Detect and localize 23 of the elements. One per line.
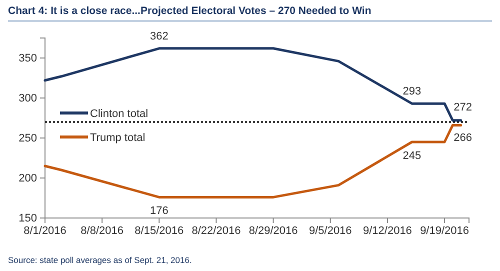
chart-title: Chart 4: It is a close race...Projected Electoral Votes – 270 Needed to Win	[8, 5, 372, 17]
y-tick-label: 200	[18, 172, 37, 185]
x-tick-label: 9/19/2016	[420, 224, 470, 237]
x-tick-label: 9/5/2016	[308, 224, 352, 237]
legend-label: Trump total	[90, 132, 146, 144]
x-tick-label: 8/8/2016	[80, 224, 124, 237]
annotation: 266	[454, 132, 472, 144]
y-tick-label: 300	[18, 92, 37, 105]
x-tick-label: 9/12/2016	[362, 224, 412, 237]
x-tick-label: 8/29/2016	[248, 224, 298, 237]
annotation: 362	[150, 30, 168, 42]
annotation: 245	[402, 150, 422, 162]
annotation: 272	[454, 101, 472, 114]
annotation: 293	[402, 86, 422, 98]
y-tick-label: 150	[18, 212, 37, 225]
y-tick-label: 350	[18, 52, 37, 65]
y-tick-label: 250	[18, 132, 37, 145]
source-note: Source: state poll averages as of Sept. 21, 2016.	[8, 255, 192, 265]
legend-label: Clinton total	[90, 108, 148, 120]
annotation: 176	[150, 205, 168, 218]
x-tick-label: 8/1/2016	[24, 224, 66, 237]
x-tick-label: 8/22/2016	[192, 224, 241, 237]
x-tick-label: 8/15/2016	[134, 224, 184, 237]
